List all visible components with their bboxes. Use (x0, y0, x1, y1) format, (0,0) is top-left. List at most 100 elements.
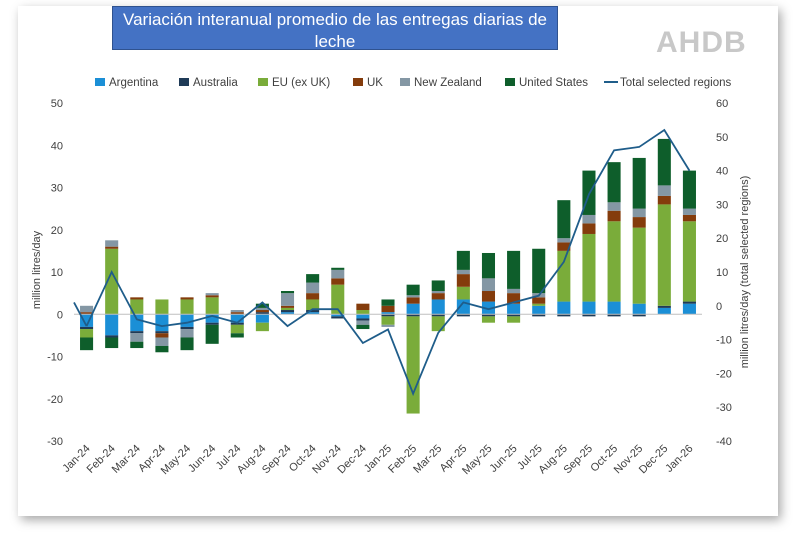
bar-segment-eu-ex-uk- (657, 204, 671, 306)
bar-segment-australia (230, 322, 244, 325)
legend-label: UK (367, 77, 383, 89)
y-axis-right: -40 -30 -20 -10 0 10 20 30 40 50 60 (716, 98, 732, 448)
x-tick-label: Dec-24 (335, 443, 369, 477)
legend-swatch-united-states (505, 78, 515, 86)
bar-segment-united-states (607, 162, 621, 203)
y2-tick-label: 50 (716, 132, 728, 144)
bar-segment-eu-ex-uk- (180, 299, 194, 315)
bar-segment-uk (356, 303, 370, 311)
bar-segment-argentina (582, 301, 596, 315)
bar-segment-australia (255, 312, 269, 315)
bar-segment-uk (306, 293, 320, 300)
bar-segment-new-zealand (381, 324, 395, 327)
total-line-start (73, 301, 88, 327)
bar-segment-australia (431, 314, 445, 317)
y-tick-label: 0 (57, 309, 63, 321)
legend-swatch-eu-ex-uk- (258, 78, 268, 86)
legend-label: United States (519, 77, 588, 89)
bar-segment-new-zealand (205, 293, 219, 296)
bar-segment-eu-ex-uk- (406, 316, 420, 414)
bar-segment-australia (205, 322, 219, 325)
x-tick-label: Sep-24 (260, 443, 294, 477)
bar-segment-uk (431, 293, 445, 300)
y2-tick-label: 60 (716, 98, 728, 110)
bar-segment-new-zealand (331, 269, 345, 279)
bar-segment-uk (280, 305, 295, 308)
bar-series (80, 138, 696, 414)
bar-segment-new-zealand (657, 185, 671, 196)
bar-segment-australia (406, 314, 420, 317)
bar-segment-argentina (607, 301, 621, 315)
x-tick-label: Sep-25 (562, 443, 596, 477)
y-tick-label: -10 (47, 352, 63, 364)
bar-segment-argentina (230, 314, 244, 323)
bar-segment-new-zealand (682, 208, 696, 215)
bar-segment-eu-ex-uk- (582, 233, 596, 302)
bar-segment-eu-ex-uk- (205, 297, 219, 315)
y-axis-left: -30 -20 -10 0 10 20 30 40 50 (47, 98, 63, 448)
bar-segment-argentina (306, 312, 320, 315)
bar-segment-new-zealand (632, 208, 646, 218)
bar-segment-uk (155, 333, 169, 338)
bar-segment-eu-ex-uk- (507, 316, 521, 323)
bar-segment-united-states (507, 250, 521, 289)
bar-segment-australia (657, 305, 671, 308)
y2-tick-label: -30 (716, 402, 732, 414)
bar-segment-australia (557, 314, 571, 317)
bar-segment-australia (105, 335, 119, 338)
bar-segment-argentina (280, 312, 295, 315)
bar-segment-australia (607, 314, 621, 317)
bar-segment-new-zealand (155, 337, 169, 346)
bar-segment-uk (682, 214, 696, 222)
bar-segment-eu-ex-uk- (481, 316, 496, 323)
bar-segment-australia (356, 318, 370, 321)
bar-segment-new-zealand (130, 333, 144, 342)
bar-segment-united-states (406, 284, 420, 296)
x-tick-label: Jun-24 (186, 443, 218, 475)
x-tick-label: Jan-26 (663, 443, 695, 475)
x-tick-label: Dec-25 (637, 443, 671, 477)
bar-segment-argentina (155, 314, 169, 332)
bar-segment-united-states (80, 337, 94, 351)
bar-segment-australia (381, 314, 395, 317)
bar-segment-united-states (105, 337, 119, 349)
bar-segment-new-zealand (507, 288, 521, 294)
y-tick-label: 10 (51, 267, 63, 279)
bar-segment-new-zealand (557, 238, 571, 243)
bar-segment-australia (582, 314, 596, 317)
y2-tick-label: 0 (716, 301, 722, 313)
bar-segment-argentina (632, 303, 646, 315)
y-tick-label: 30 (51, 183, 63, 195)
bar-segment-australia (306, 310, 320, 313)
bar-segment-eu-ex-uk- (356, 310, 370, 315)
legend-label: New Zealand (414, 77, 482, 89)
bar-segment-new-zealand (230, 310, 244, 313)
bar-segment-uk (331, 278, 345, 285)
bar-segment-new-zealand (255, 307, 269, 311)
bar-segment-uk (130, 297, 144, 300)
bar-segment-new-zealand (180, 329, 194, 338)
bar-segment-eu-ex-uk- (230, 324, 244, 334)
x-axis: Jan-24Feb-24Mar-24Apr-24May-24Jun-24Jul-… (60, 443, 695, 477)
bar-segment-united-states (155, 345, 169, 353)
bar-segment-argentina (205, 314, 219, 323)
legend-label: Argentina (109, 77, 159, 89)
bar-segment-argentina (481, 301, 496, 315)
ahdb-logo: AHDB (656, 26, 747, 59)
bar-segment-argentina (130, 314, 144, 332)
bar-segment-new-zealand (406, 295, 420, 298)
bar-segment-new-zealand (607, 202, 621, 211)
chart-title: Variación interanual promedio de las ent… (112, 6, 558, 50)
legend-swatch-uk (353, 78, 363, 86)
legend-swatch-australia (179, 78, 189, 86)
bar-segment-argentina (381, 312, 395, 315)
y-tick-label: -20 (47, 394, 63, 406)
bar-segment-united-states (381, 299, 395, 306)
bar-segment-argentina (532, 305, 546, 315)
bar-segment-united-states (456, 250, 470, 270)
bar-segment-uk (632, 217, 646, 228)
bar-segment-uk (230, 312, 244, 315)
bar-segment-australia (180, 326, 194, 330)
bar-segment-argentina (507, 303, 521, 315)
bar-segment-united-states (331, 267, 345, 270)
